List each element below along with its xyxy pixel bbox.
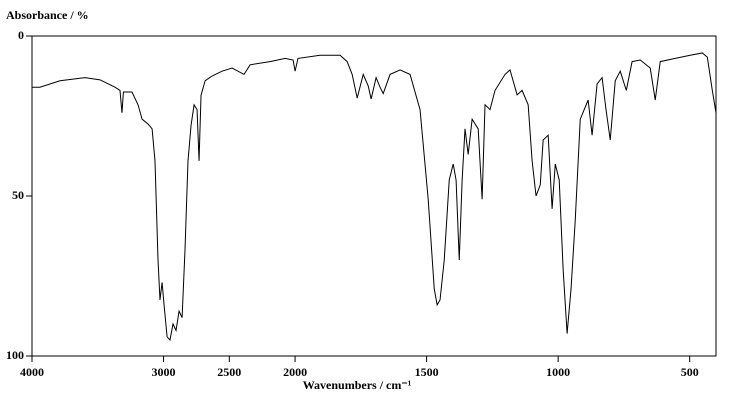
x-tick-label: 500 [681, 365, 699, 379]
spectrum-line [32, 52, 717, 342]
plot-frame [31, 35, 717, 357]
x-tick-label: 4000 [20, 365, 44, 379]
x-tick-label: 1500 [415, 365, 439, 379]
x-tick-label: 2000 [283, 365, 307, 379]
y-tick-label: 100 [6, 348, 24, 362]
y-axis-label: Absorbance / % [6, 8, 89, 22]
x-tick-label: 3000 [152, 365, 176, 379]
y-tick-label: 0 [18, 28, 24, 42]
x-axis-label: Wavenumbers / cm⁻¹ [303, 378, 412, 392]
y-tick-label: 50 [12, 188, 24, 202]
x-tick-label: 1000 [546, 365, 570, 379]
x-tick-label: 2500 [217, 365, 241, 379]
